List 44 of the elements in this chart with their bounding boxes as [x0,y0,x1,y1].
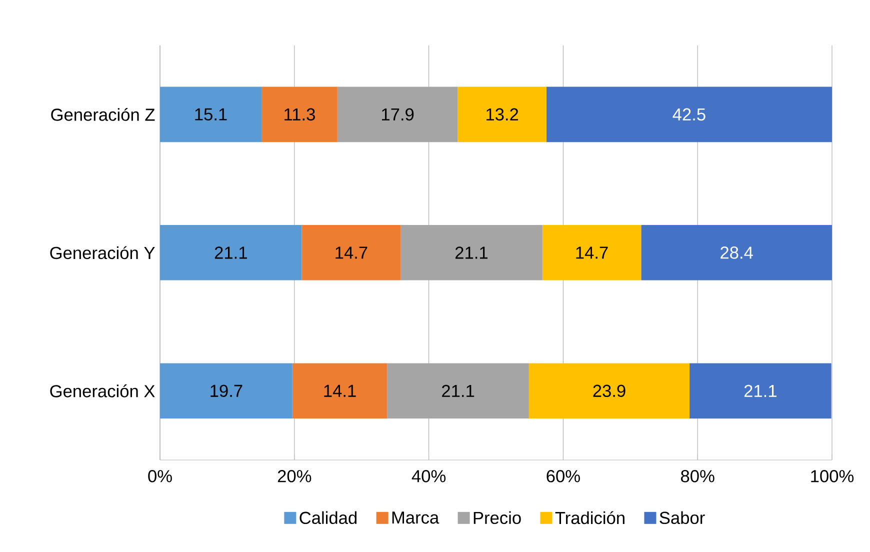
bar [292,363,388,419]
bar [400,225,542,280]
bar [337,86,458,142]
bar [546,86,832,142]
data-label: 17.9 [382,108,414,121]
data-label: 42.5 [672,108,706,121]
legend-label: Sabor [660,511,705,524]
bar [458,86,546,142]
y-tick-label: Generación Y [50,246,155,260]
legend-label: Tradición [555,511,624,524]
data-label: 15.1 [195,108,227,120]
x-tick-label: 20% [278,470,312,482]
bar [160,225,302,280]
bar [542,225,642,280]
data-label: 11.3 [284,108,315,121]
data-label: 21.1 [214,246,247,259]
bar [302,225,401,280]
data-label: 13.2 [486,108,518,121]
y-tick-label: Generación X [50,384,155,398]
bar [160,363,292,419]
data-label: 28.4 [720,246,753,259]
bar [641,225,832,280]
data-label: 21.1 [455,246,488,259]
legend-label: Marca [392,512,440,524]
data-label: 14.1 [324,384,356,397]
legend-label: Precio [474,511,521,524]
x-tick-label: 80% [681,470,714,482]
data-label: 19.7 [210,384,242,398]
data-label: 14.7 [336,246,368,259]
bar [160,86,262,142]
bar [528,363,690,419]
x-tick-label: 60% [546,470,580,482]
x-tick-label: 100% [811,470,854,482]
data-label: 14.7 [576,246,608,259]
x-tick-label: 0% [148,470,172,482]
data-label: 23.9 [593,384,626,398]
x-tick-label: 40% [412,470,446,482]
data-label: 21.1 [744,384,776,397]
legend-label: Calidad [300,511,357,524]
y-tick-label: Generación Z [51,108,155,121]
bar [261,86,338,142]
bar [387,363,529,419]
bar [690,363,832,419]
data-label: 21.1 [442,384,474,397]
